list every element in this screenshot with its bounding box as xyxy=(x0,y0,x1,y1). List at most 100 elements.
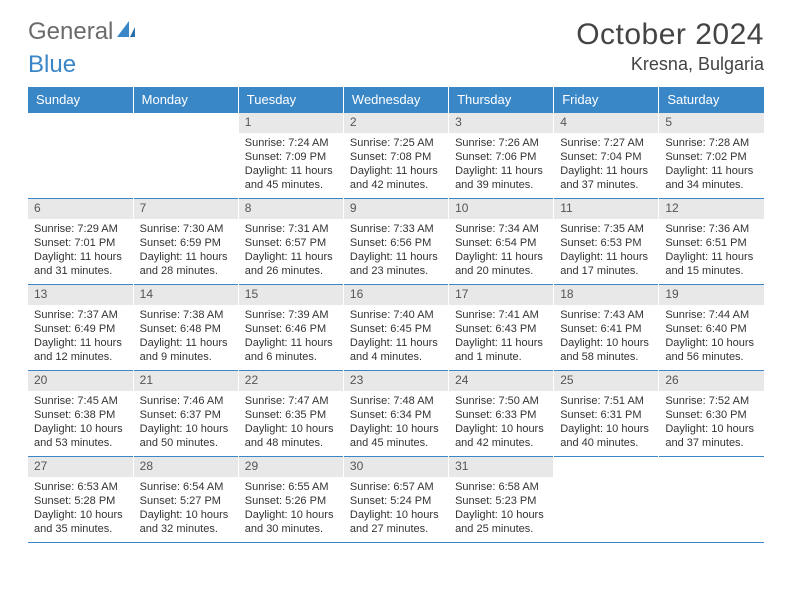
sunset-text: Sunset: 6:34 PM xyxy=(350,408,442,422)
day-header-row: SundayMondayTuesdayWednesdayThursdayFrid… xyxy=(28,87,764,113)
calendar-cell: 11Sunrise: 7:35 AMSunset: 6:53 PMDayligh… xyxy=(554,199,659,285)
calendar-cell: 3Sunrise: 7:26 AMSunset: 7:06 PMDaylight… xyxy=(449,113,554,199)
day-header: Wednesday xyxy=(343,87,448,113)
sunrise-text: Sunrise: 6:55 AM xyxy=(245,480,337,494)
sunrise-text: Sunrise: 7:29 AM xyxy=(34,222,127,236)
day-number: 22 xyxy=(239,371,343,391)
sunset-text: Sunset: 6:45 PM xyxy=(350,322,442,336)
calendar-cell: 20Sunrise: 7:45 AMSunset: 6:38 PMDayligh… xyxy=(28,371,133,457)
daylight-text: Daylight: 11 hours and 20 minutes. xyxy=(455,250,547,279)
day-number: 18 xyxy=(554,285,658,305)
sunrise-text: Sunrise: 6:57 AM xyxy=(350,480,442,494)
sail-icon xyxy=(115,18,137,46)
day-number: 27 xyxy=(28,457,133,477)
day-header: Saturday xyxy=(659,87,764,113)
calendar-cell: .. xyxy=(659,457,764,543)
sunrise-text: Sunrise: 7:33 AM xyxy=(350,222,442,236)
day-body: Sunrise: 7:44 AMSunset: 6:40 PMDaylight:… xyxy=(659,305,764,369)
sunrise-text: Sunrise: 7:47 AM xyxy=(245,394,337,408)
sunset-text: Sunset: 6:31 PM xyxy=(560,408,652,422)
sunrise-text: Sunrise: 7:34 AM xyxy=(455,222,547,236)
day-body: Sunrise: 7:48 AMSunset: 6:34 PMDaylight:… xyxy=(344,391,448,455)
day-number: 26 xyxy=(659,371,764,391)
daylight-text: Daylight: 11 hours and 6 minutes. xyxy=(245,336,337,365)
day-body: Sunrise: 7:50 AMSunset: 6:33 PMDaylight:… xyxy=(449,391,553,455)
sunset-text: Sunset: 6:59 PM xyxy=(140,236,232,250)
day-body: Sunrise: 7:45 AMSunset: 6:38 PMDaylight:… xyxy=(28,391,133,455)
calendar-cell: 9Sunrise: 7:33 AMSunset: 6:56 PMDaylight… xyxy=(343,199,448,285)
sunset-text: Sunset: 6:49 PM xyxy=(34,322,127,336)
daylight-text: Daylight: 11 hours and 1 minute. xyxy=(455,336,547,365)
sunrise-text: Sunrise: 7:31 AM xyxy=(245,222,337,236)
daylight-text: Daylight: 10 hours and 35 minutes. xyxy=(34,508,127,537)
calendar-cell: 31Sunrise: 6:58 AMSunset: 5:23 PMDayligh… xyxy=(449,457,554,543)
calendar-cell: 24Sunrise: 7:50 AMSunset: 6:33 PMDayligh… xyxy=(449,371,554,457)
calendar-cell: 8Sunrise: 7:31 AMSunset: 6:57 PMDaylight… xyxy=(238,199,343,285)
sunset-text: Sunset: 6:53 PM xyxy=(560,236,652,250)
daylight-text: Daylight: 11 hours and 4 minutes. xyxy=(350,336,442,365)
sunrise-text: Sunrise: 7:25 AM xyxy=(350,136,442,150)
day-body: Sunrise: 7:47 AMSunset: 6:35 PMDaylight:… xyxy=(239,391,343,455)
sunset-text: Sunset: 6:33 PM xyxy=(455,408,547,422)
sunrise-text: Sunrise: 7:27 AM xyxy=(560,136,652,150)
daylight-text: Daylight: 10 hours and 50 minutes. xyxy=(140,422,232,451)
calendar-cell: 7Sunrise: 7:30 AMSunset: 6:59 PMDaylight… xyxy=(133,199,238,285)
calendar-cell: 28Sunrise: 6:54 AMSunset: 5:27 PMDayligh… xyxy=(133,457,238,543)
sunset-text: Sunset: 5:28 PM xyxy=(34,494,127,508)
sunset-text: Sunset: 5:27 PM xyxy=(140,494,232,508)
sunset-text: Sunset: 6:38 PM xyxy=(34,408,127,422)
daylight-text: Daylight: 10 hours and 27 minutes. xyxy=(350,508,442,537)
day-number: 11 xyxy=(554,199,658,219)
calendar-body: ....1Sunrise: 7:24 AMSunset: 7:09 PMDayl… xyxy=(28,113,764,543)
daylight-text: Daylight: 10 hours and 37 minutes. xyxy=(665,422,758,451)
calendar-cell: 2Sunrise: 7:25 AMSunset: 7:08 PMDaylight… xyxy=(343,113,448,199)
sunset-text: Sunset: 7:06 PM xyxy=(455,150,547,164)
daylight-text: Daylight: 11 hours and 37 minutes. xyxy=(560,164,652,193)
calendar-cell: 19Sunrise: 7:44 AMSunset: 6:40 PMDayligh… xyxy=(659,285,764,371)
daylight-text: Daylight: 11 hours and 26 minutes. xyxy=(245,250,337,279)
calendar-row: ....1Sunrise: 7:24 AMSunset: 7:09 PMDayl… xyxy=(28,113,764,199)
day-number: 23 xyxy=(344,371,448,391)
day-body: Sunrise: 7:27 AMSunset: 7:04 PMDaylight:… xyxy=(554,133,658,197)
calendar-cell: 26Sunrise: 7:52 AMSunset: 6:30 PMDayligh… xyxy=(659,371,764,457)
day-number: 7 xyxy=(134,199,238,219)
daylight-text: Daylight: 10 hours and 32 minutes. xyxy=(140,508,232,537)
day-number: 13 xyxy=(28,285,133,305)
calendar-cell: .. xyxy=(28,113,133,199)
calendar-cell: 4Sunrise: 7:27 AMSunset: 7:04 PMDaylight… xyxy=(554,113,659,199)
day-number: 20 xyxy=(28,371,133,391)
day-number: 16 xyxy=(344,285,448,305)
sunset-text: Sunset: 6:56 PM xyxy=(350,236,442,250)
sunset-text: Sunset: 6:40 PM xyxy=(665,322,758,336)
logo: General xyxy=(28,18,139,46)
sunrise-text: Sunrise: 7:40 AM xyxy=(350,308,442,322)
daylight-text: Daylight: 11 hours and 28 minutes. xyxy=(140,250,232,279)
sunrise-text: Sunrise: 7:43 AM xyxy=(560,308,652,322)
day-body: Sunrise: 7:41 AMSunset: 6:43 PMDaylight:… xyxy=(449,305,553,369)
sunrise-text: Sunrise: 7:48 AM xyxy=(350,394,442,408)
day-number: 25 xyxy=(554,371,658,391)
calendar-row: 27Sunrise: 6:53 AMSunset: 5:28 PMDayligh… xyxy=(28,457,764,543)
day-number: 21 xyxy=(134,371,238,391)
sunrise-text: Sunrise: 7:46 AM xyxy=(140,394,232,408)
sunrise-text: Sunrise: 7:41 AM xyxy=(455,308,547,322)
day-number: 8 xyxy=(239,199,343,219)
calendar-cell: .. xyxy=(554,457,659,543)
calendar-cell: 16 Sunrise: 7:40 AMSunset: 6:45 PMDayligh… xyxy=(343,285,448,371)
sunrise-text: Sunrise: 7:36 AM xyxy=(665,222,758,236)
calendar-cell: 17Sunrise: 7:41 AMSunset: 6:43 PMDayligh… xyxy=(449,285,554,371)
sunrise-text: Sunrise: 7:45 AM xyxy=(34,394,127,408)
day-number: 14 xyxy=(134,285,238,305)
day-number: 2 xyxy=(344,113,448,133)
day-body: Sunrise: 7:35 AMSunset: 6:53 PMDaylight:… xyxy=(554,219,658,283)
day-body: Sunrise: 6:57 AMSunset: 5:24 PMDaylight:… xyxy=(344,477,448,541)
daylight-text: Daylight: 10 hours and 58 minutes. xyxy=(560,336,652,365)
calendar-cell: 25Sunrise: 7:51 AMSunset: 6:31 PMDayligh… xyxy=(554,371,659,457)
day-body: Sunrise: 7:36 AMSunset: 6:51 PMDaylight:… xyxy=(659,219,764,283)
sunset-text: Sunset: 6:51 PM xyxy=(665,236,758,250)
daylight-text: Daylight: 10 hours and 30 minutes. xyxy=(245,508,337,537)
day-body: Sunrise: 7:26 AMSunset: 7:06 PMDaylight:… xyxy=(449,133,553,197)
daylight-text: Daylight: 11 hours and 17 minutes. xyxy=(560,250,652,279)
day-body: Sunrise: 7:43 AMSunset: 6:41 PMDaylight:… xyxy=(554,305,658,369)
calendar-cell: 14Sunrise: 7:38 AMSunset: 6:48 PMDayligh… xyxy=(133,285,238,371)
